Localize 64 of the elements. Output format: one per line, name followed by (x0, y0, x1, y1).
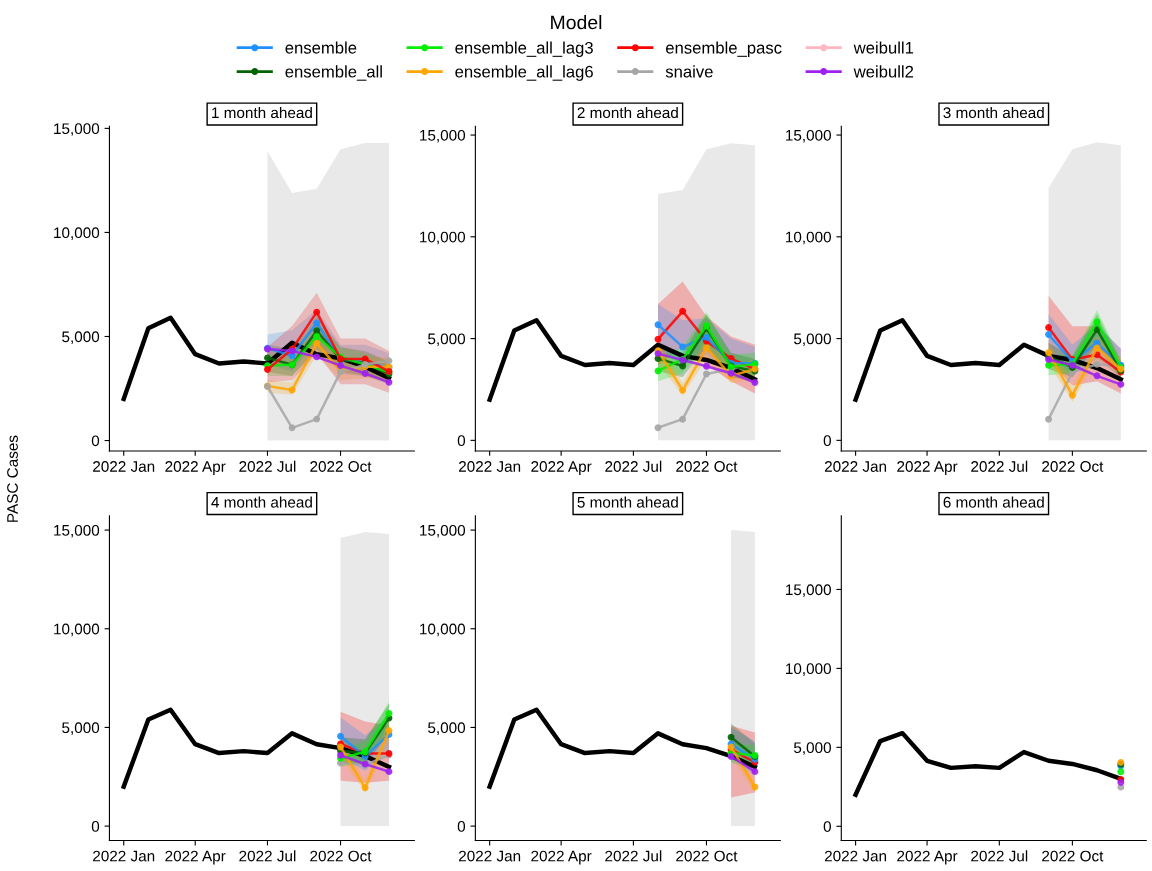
chart-title: 1 month ahead (212, 106, 312, 119)
x-tick-label: 2022 Apr (897, 850, 958, 865)
legend-title: Model (551, 15, 602, 30)
x-tick-label: 2022 Jan (459, 850, 521, 862)
y-tick-label: 15,000 (786, 584, 831, 597)
y-axis-title: PASC Cases (7, 435, 18, 522)
x-tick-label: 2022 Jan (93, 461, 155, 472)
y-tick-label: 5,000 (62, 722, 100, 735)
x-tick-label: 2022 Jan (93, 850, 155, 862)
legend-label: ensemble (285, 41, 357, 54)
x-tick-label: 2022 Jan (824, 461, 887, 472)
y-tick-label: 10,000 (786, 231, 831, 245)
y-tick-label: 10,000 (54, 623, 100, 637)
y-tick-label: 0 (91, 820, 100, 832)
x-tick-label: 2022 Jul (971, 850, 1028, 862)
y-tick-label: 5,000 (62, 331, 100, 344)
x-tick-label: 2022 Apr (165, 850, 226, 865)
legend-label: ensemble_all_lag3 (455, 41, 593, 57)
x-tick-label: 2022 Jul (971, 460, 1028, 472)
x-tick-label: 2022 Jul (605, 460, 662, 472)
x-tick-label: 2022 Oct (1042, 461, 1104, 472)
x-tick-label: 2022 Jul (239, 460, 296, 472)
chart-title: 5 month ahead (577, 496, 678, 508)
y-tick-label: 10,000 (54, 227, 100, 240)
y-tick-label: 5,000 (793, 333, 831, 347)
x-tick-label: 2022 Oct (1042, 850, 1104, 862)
x-tick-label: 2022 Oct (310, 461, 372, 472)
x-tick-label: 2022 Oct (676, 461, 738, 472)
x-tick-label: 2022 Jan (459, 461, 521, 472)
x-tick-label: 2022 Jan (824, 850, 887, 862)
x-tick-label: 2022 Oct (310, 850, 372, 862)
legend-label: ensemble_pasc (665, 41, 782, 57)
x-tick-label: 2022 Jul (605, 850, 662, 862)
chart-title: 2 month ahead (577, 106, 678, 119)
x-tick-label: 2022 Apr (165, 461, 226, 475)
y-tick-label: 5,000 (793, 742, 831, 755)
chart-title: 6 month ahead (943, 496, 1044, 508)
y-tick-label: 0 (823, 435, 831, 447)
y-tick-label: 5,000 (428, 722, 466, 735)
legend-label: snaive (665, 65, 713, 78)
y-tick-label: 15,000 (54, 524, 100, 538)
y-tick-label: 15,000 (54, 123, 100, 136)
y-tick-label: 0 (457, 820, 466, 832)
x-tick-label: 2022 Jul (239, 850, 296, 862)
y-tick-label: 15,000 (420, 129, 466, 143)
y-tick-label: 0 (91, 435, 100, 447)
legend-label: ensemble_all (285, 65, 382, 81)
y-tick-label: 10,000 (786, 663, 831, 676)
legend-label: weibull1 (853, 41, 914, 54)
chart-title: 3 month ahead (943, 106, 1044, 119)
y-tick-label: 0 (823, 821, 831, 832)
y-tick-label: 5,000 (428, 333, 466, 347)
y-tick-label: 10,000 (420, 623, 466, 637)
y-tick-label: 0 (457, 435, 466, 447)
x-tick-label: 2022 Apr (897, 461, 958, 475)
x-tick-label: 2022 Apr (531, 850, 592, 865)
x-tick-label: 2022 Apr (531, 461, 592, 475)
x-tick-label: 2022 Oct (676, 850, 738, 862)
legend-label: ensemble_all_lag6 (455, 65, 593, 81)
chart-title: 4 month ahead (211, 496, 312, 508)
y-tick-label: 10,000 (420, 231, 466, 245)
y-tick-label: 15,000 (420, 524, 466, 538)
legend-label: weibull2 (853, 65, 914, 78)
y-tick-label: 15,000 (786, 129, 831, 143)
